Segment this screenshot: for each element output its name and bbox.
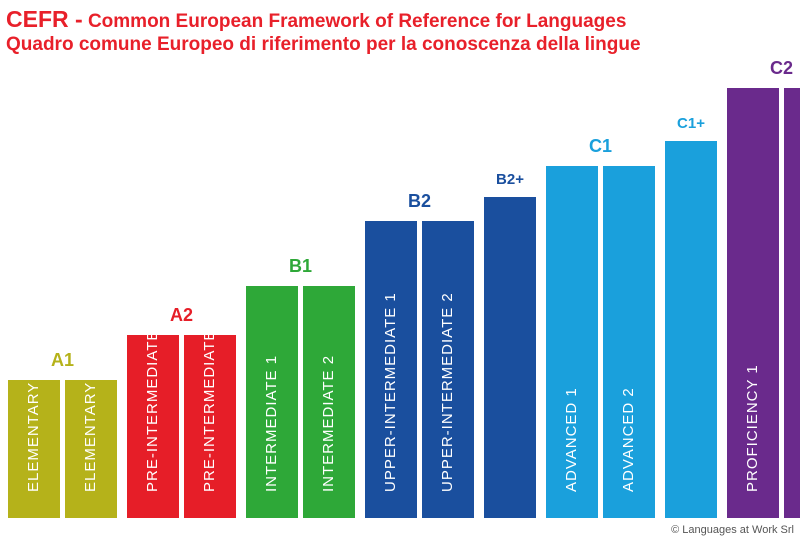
bar-label: ADVANCED 2 bbox=[620, 387, 637, 492]
level-code: B2 bbox=[407, 191, 431, 211]
level-bar: INTERMEDIATE 1 bbox=[246, 286, 298, 518]
level-code: B1 bbox=[288, 256, 312, 276]
level-code: A1 bbox=[50, 350, 74, 370]
level-bar bbox=[665, 141, 717, 518]
title-text: Common European Framework of Reference f… bbox=[87, 11, 627, 32]
level-code: A2 bbox=[169, 305, 193, 325]
level-code: C1+ bbox=[677, 115, 705, 132]
bar-label: UPPER-INTERMEDIATE 2 bbox=[439, 292, 456, 492]
title-line-2: Quadro comune Europeo di riferimento per… bbox=[6, 34, 641, 55]
level-bar: ELEMENTARY 2 bbox=[65, 380, 117, 518]
bar-label: PROFICIENCY 1 bbox=[744, 364, 761, 492]
bar-label: UPPER-INTERMEDIATE 1 bbox=[382, 292, 399, 492]
bar-label: PRE-INTERMEDIATE 1 bbox=[144, 335, 161, 492]
title-lead: CEFR - bbox=[6, 6, 83, 32]
copyright-notice: © Languages at Work Srl bbox=[671, 524, 794, 536]
level-code: B2+ bbox=[496, 171, 524, 188]
bar-label: ELEMENTARY 2 bbox=[82, 380, 99, 492]
level-bar bbox=[484, 197, 536, 518]
bar-label: INTERMEDIATE 1 bbox=[263, 354, 280, 492]
level-bar: PROFICIENCY 2 bbox=[784, 88, 800, 518]
level-bar: INTERMEDIATE 2 bbox=[303, 286, 355, 518]
bar-label: PRE-INTERMEDIATE 2 bbox=[201, 335, 218, 492]
level-bar: PRE-INTERMEDIATE 2 bbox=[184, 335, 236, 518]
level-bar: ADVANCED 2 bbox=[603, 166, 655, 518]
level-code: C1 bbox=[588, 136, 612, 156]
bar-label: INTERMEDIATE 2 bbox=[320, 354, 337, 492]
level-bar: PRE-INTERMEDIATE 1 bbox=[127, 335, 179, 518]
bar-label: ELEMENTARY 1 bbox=[25, 380, 42, 492]
level-bar: UPPER-INTERMEDIATE 2 bbox=[422, 221, 474, 518]
level-code: C2 bbox=[769, 58, 793, 78]
level-bar: ADVANCED 1 bbox=[546, 166, 598, 518]
level-bar: UPPER-INTERMEDIATE 1 bbox=[365, 221, 417, 518]
title-line-1: CEFR - Common European Framework of Refe… bbox=[6, 6, 626, 33]
level-bar: PROFICIENCY 1 bbox=[727, 88, 779, 518]
level-bar: ELEMENTARY 1 bbox=[8, 380, 60, 518]
bar-label: ADVANCED 1 bbox=[563, 387, 580, 492]
